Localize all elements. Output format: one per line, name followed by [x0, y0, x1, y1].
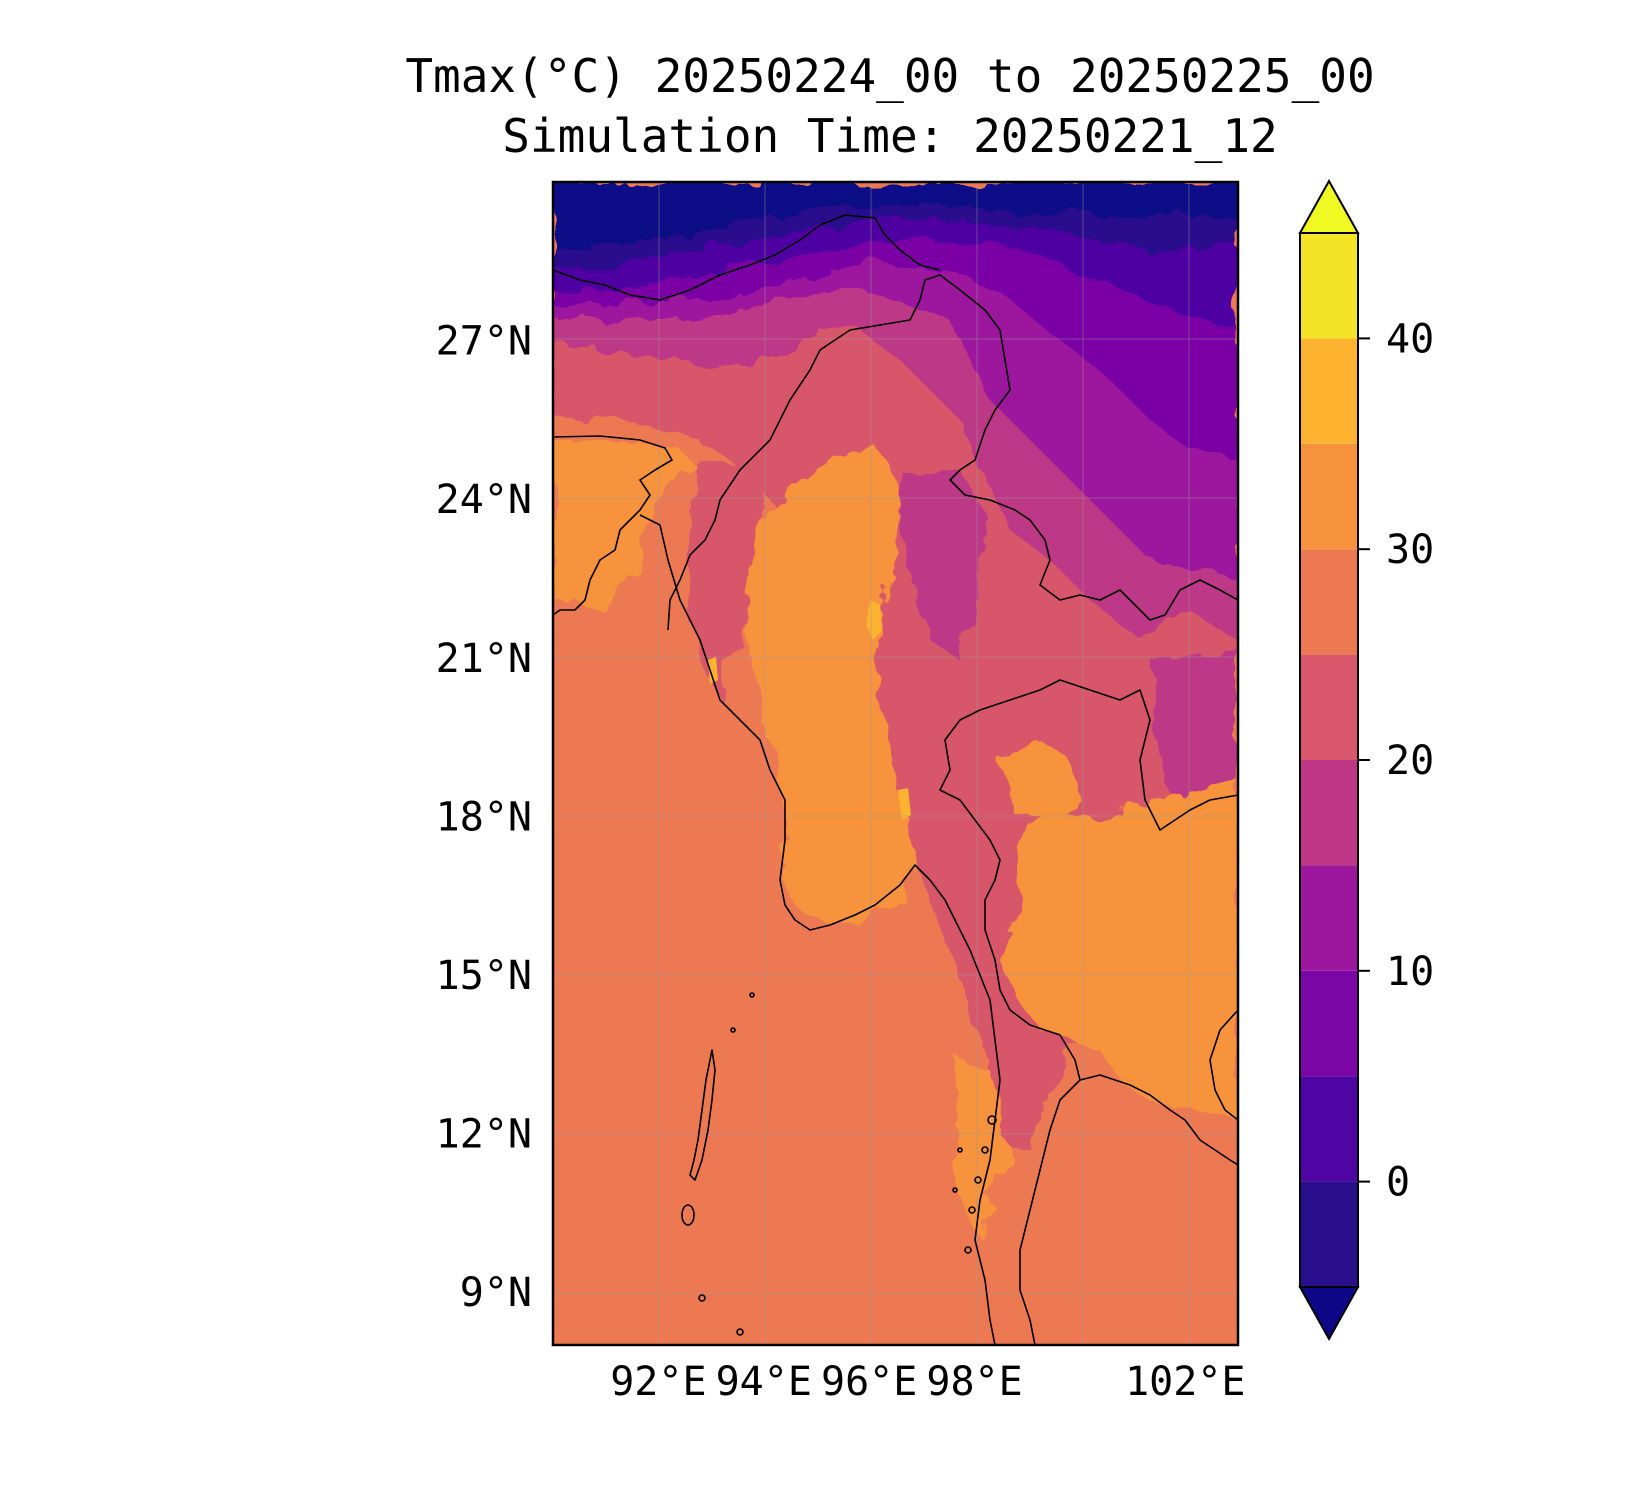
border-laos-thailand	[1039, 679, 1238, 831]
colorbar-segment	[1300, 549, 1358, 655]
colorbar-under-triangle	[1298, 1286, 1360, 1342]
colorbar-segment	[1300, 1076, 1358, 1182]
map-gridlines	[553, 182, 1238, 1345]
field-band-35-40-spot2	[898, 788, 911, 820]
coastline-bengal	[553, 435, 673, 616]
border-myanmar-thailand	[939, 689, 1081, 1345]
colorbar-segment	[1300, 970, 1358, 1077]
colorbar-segment	[1300, 654, 1358, 760]
island-small-1	[698, 1294, 706, 1302]
coastlines-borders	[553, 214, 1238, 1345]
lat-axis-labels: 27°N 24°N 21°N 18°N 15°N 12°N 9°N	[436, 319, 532, 1317]
lat-tick-label: 27°N	[436, 319, 532, 365]
lat-tick-label: 12°N	[436, 1112, 532, 1158]
coastline-east-thailand	[1209, 1009, 1238, 1121]
field-band-15-20-shan	[900, 470, 990, 660]
coastline-myanmar	[639, 514, 1001, 1345]
field-band-20-25-west	[690, 460, 760, 700]
field-band-35-40-spot3	[708, 657, 718, 684]
lon-tick-label: 98°E	[926, 1359, 1022, 1405]
colorbar-segment	[1300, 338, 1358, 444]
lon-axis-labels: 92°E 94°E 96°E 98°E 102°E	[610, 1359, 1245, 1405]
island-small-4	[730, 1027, 736, 1033]
colorbar-segment	[1300, 760, 1358, 866]
island-little-andaman	[681, 1204, 695, 1226]
border-myanmar-north	[719, 274, 1238, 621]
map-subtitle: Simulation Time: 20250221_12	[502, 109, 1278, 163]
colorbar-segment	[1300, 865, 1358, 971]
border-china-india	[553, 214, 941, 301]
field-band-30-35-bangladesh	[553, 440, 700, 610]
border-myanmar-india	[667, 499, 721, 631]
island-small-2	[736, 1328, 744, 1336]
field-band-35-40-spot1	[866, 600, 882, 640]
lat-tick-label: 9°N	[460, 1270, 532, 1316]
field-band-30-35-central	[1000, 740, 1080, 820]
field-band-30-35-irrawaddy	[745, 450, 920, 925]
colorbar-segment	[1300, 1181, 1358, 1287]
colorbar-tick-label: 10	[1386, 949, 1434, 995]
lon-tick-label: 94°E	[716, 1359, 812, 1405]
andaman-islands	[689, 1049, 716, 1181]
island-small-3	[749, 992, 755, 998]
lat-tick-label: 18°N	[436, 794, 532, 840]
colorbar-over-triangle	[1298, 178, 1360, 234]
map-frame	[551, 180, 1240, 1347]
coastline-gulf-thailand	[1079, 1074, 1238, 1166]
colorbar-tick-label: 0	[1386, 1160, 1410, 1206]
colorbar-tick-label: 20	[1386, 738, 1434, 784]
lat-tick-label: 15°N	[436, 953, 532, 999]
mergui-archipelago	[952, 1115, 997, 1254]
colorbar-tick-label: 30	[1386, 527, 1434, 573]
lon-tick-label: 96°E	[821, 1359, 917, 1405]
colorbar-segment	[1300, 233, 1358, 339]
colorbar: 0 10 20 30 40	[1298, 178, 1434, 1342]
temperature-field	[553, 182, 1238, 1345]
lat-tick-label: 24°N	[436, 477, 532, 523]
colorbar-tick-label: 40	[1386, 316, 1434, 362]
colorbar-segment	[1300, 443, 1358, 550]
lon-tick-label: 102°E	[1125, 1359, 1245, 1405]
lon-tick-label: 92°E	[610, 1359, 706, 1405]
map-title: Tmax(°C) 20250224_00 to 20250225_00	[405, 49, 1375, 103]
lat-tick-label: 21°N	[436, 636, 532, 682]
field-band-under	[553, 182, 1238, 250]
